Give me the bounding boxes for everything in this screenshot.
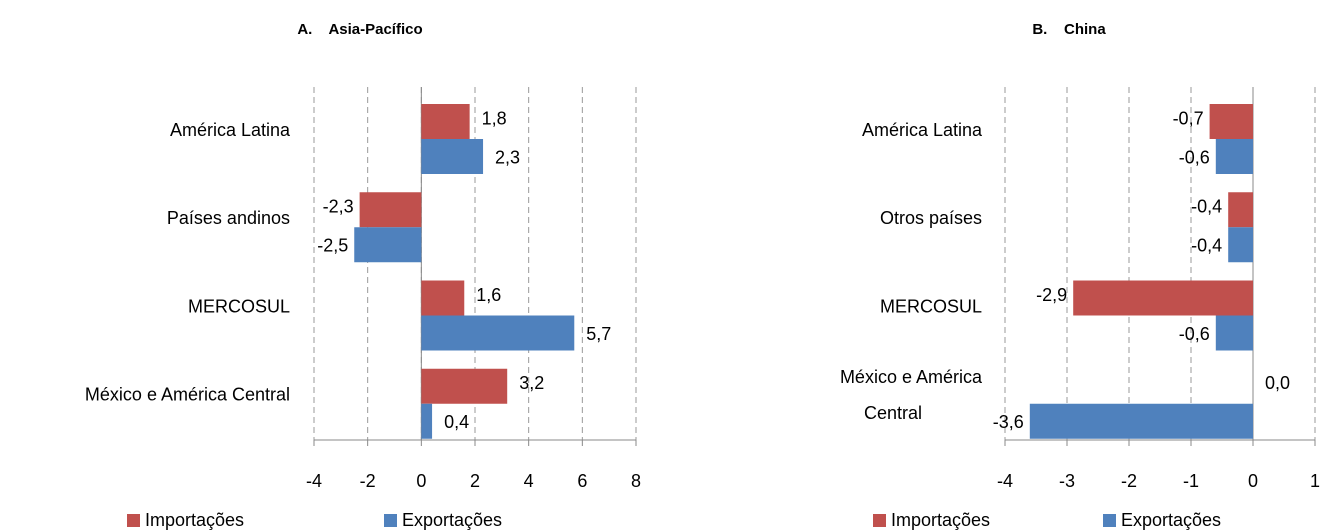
data-label: -0,7 [1173, 108, 1204, 128]
bar [421, 139, 484, 174]
bar [421, 280, 465, 316]
data-label: 1,6 [476, 285, 501, 305]
bar [421, 403, 433, 439]
x-tick-label: 4 [524, 471, 534, 491]
category-line: Central [864, 403, 922, 423]
chart-title: B. China [1032, 21, 1106, 38]
bar [1215, 315, 1253, 351]
bar [421, 315, 575, 351]
bar [1228, 192, 1253, 228]
bar [421, 104, 470, 139]
bar [354, 227, 422, 263]
legend-swatch [1103, 514, 1116, 527]
category-label: MERCOSUL [880, 296, 982, 316]
data-label: -0,4 [1191, 236, 1222, 256]
data-label: -0,6 [1179, 324, 1210, 344]
category-label: América Latina [862, 120, 983, 140]
category-label: México e América Central [85, 385, 290, 405]
bar [1228, 227, 1253, 263]
legend-label: Importações [891, 510, 990, 530]
x-tick-label: 2 [470, 471, 480, 491]
x-tick-label: 8 [631, 471, 641, 491]
data-label: -0,6 [1179, 147, 1210, 167]
category-label: MERCOSUL [188, 296, 290, 316]
data-label: -0,4 [1191, 197, 1222, 217]
data-label: -2,3 [323, 197, 354, 217]
legend-swatch [384, 514, 397, 527]
x-tick-label: 0 [416, 471, 426, 491]
chart-title: A. Asia-Pacífico [297, 21, 422, 38]
data-label: -2,9 [1036, 285, 1067, 305]
x-tick-label: -2 [360, 471, 376, 491]
x-tick-label: 1 [1310, 471, 1320, 491]
legend-label: Importações [145, 510, 244, 530]
category-label: México e América Central [840, 367, 983, 423]
x-tick-label: -4 [306, 471, 322, 491]
bar [1215, 139, 1253, 174]
bar [1209, 104, 1253, 139]
legend-swatch [873, 514, 886, 527]
x-tick-label: 6 [577, 471, 587, 491]
category-label: América Latina [170, 120, 291, 140]
x-tick-label: 0 [1248, 471, 1258, 491]
legend-label: Exportações [402, 510, 502, 530]
x-tick-label: -2 [1121, 471, 1137, 491]
category-label: Otros países [880, 208, 982, 228]
category-line: México e América [840, 367, 983, 387]
bar [1073, 280, 1253, 316]
x-tick-label: -4 [997, 471, 1013, 491]
bar [359, 192, 422, 228]
data-label: 5,7 [586, 324, 611, 344]
category-label: Países andinos [167, 208, 290, 228]
legend-label: Exportações [1121, 510, 1221, 530]
data-label: 0,4 [444, 412, 469, 432]
x-tick-label: -3 [1059, 471, 1075, 491]
data-label: -3,6 [993, 412, 1024, 432]
legend-swatch [127, 514, 140, 527]
x-tick-label: -1 [1183, 471, 1199, 491]
data-label: 0,0 [1265, 373, 1290, 393]
bar [421, 368, 508, 404]
data-label: 1,8 [482, 108, 507, 128]
bar [1029, 403, 1253, 439]
data-label: 2,3 [495, 147, 520, 167]
data-label: -2,5 [317, 236, 348, 256]
data-label: 3,2 [519, 373, 544, 393]
